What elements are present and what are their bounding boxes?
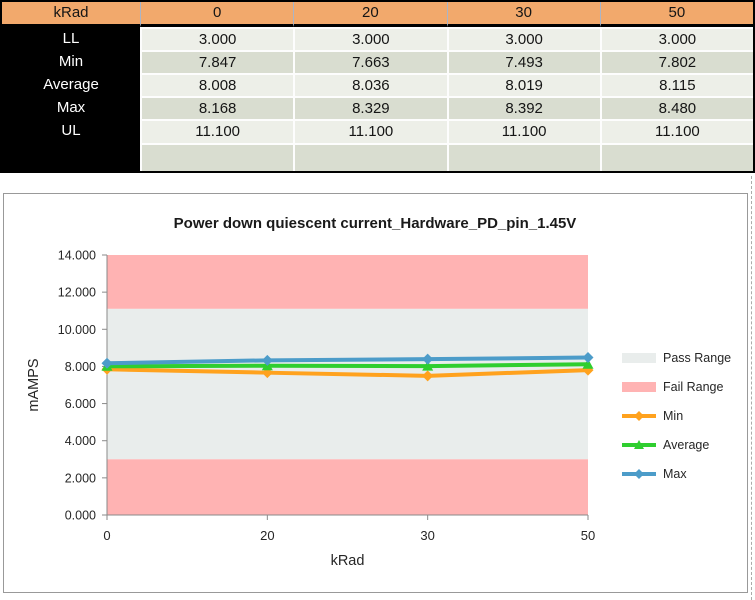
- max-marker-icon: [634, 469, 644, 479]
- legend-item-pass-range[interactable]: Pass Range: [622, 348, 731, 368]
- table-cell[interactable]: 3.000: [140, 27, 294, 50]
- table-cell[interactable]: 8.392: [446, 96, 600, 119]
- y-axis-title: mAMPS: [26, 358, 42, 411]
- max-series-marker[interactable]: [422, 353, 434, 365]
- table-header-cell[interactable]: 20: [293, 2, 447, 27]
- max-line-swatch: [622, 469, 656, 479]
- max-series-line[interactable]: [105, 355, 590, 366]
- pass-range-swatch: [622, 353, 656, 363]
- fail-range-band: [107, 459, 588, 515]
- legend-label: Max: [663, 467, 687, 481]
- average-line-swatch: [622, 440, 656, 450]
- y-tick-label: 6.000: [65, 397, 96, 411]
- min-series-line[interactable]: [105, 367, 590, 378]
- max-series-marker[interactable]: [582, 352, 594, 364]
- table-header-cell[interactable]: 0: [140, 2, 294, 27]
- row-label-cell[interactable]: [2, 143, 140, 171]
- y-tick-label: 12.000: [58, 286, 96, 300]
- table-cell[interactable]: [599, 143, 753, 171]
- legend-item-max[interactable]: Max: [622, 464, 731, 484]
- table-cell[interactable]: 8.115: [599, 73, 753, 96]
- max-series-marker[interactable]: [261, 354, 273, 366]
- table-cell[interactable]: 7.802: [599, 50, 753, 73]
- row-label-cell[interactable]: LL: [2, 27, 140, 50]
- fail-range-band: [107, 255, 588, 309]
- table-cell[interactable]: 11.100: [446, 119, 600, 143]
- table-cell[interactable]: 8.019: [446, 73, 600, 96]
- min-series-marker[interactable]: [422, 370, 434, 382]
- min-line-swatch: [622, 411, 656, 421]
- pass-range-band: [107, 308, 588, 460]
- table-cell[interactable]: 7.493: [446, 50, 600, 73]
- row-label-cell[interactable]: Min: [2, 50, 140, 73]
- table-cell[interactable]: 3.000: [446, 27, 600, 50]
- y-tick-label: 10.000: [58, 323, 96, 337]
- table-cell[interactable]: 8.008: [140, 73, 294, 96]
- legend-label: Fail Range: [663, 380, 724, 394]
- data-table: kRad 0 20 30 50 LL 3.000 3.000 3.000 3.000 Min 7.84…: [0, 0, 755, 173]
- row-label-cell[interactable]: UL: [2, 119, 140, 143]
- legend-item-min[interactable]: Min: [622, 406, 731, 426]
- legend-item-average[interactable]: Average: [622, 435, 731, 455]
- row-label-cell[interactable]: Average: [2, 73, 140, 96]
- table-cell[interactable]: 3.000: [293, 27, 447, 50]
- table-cell[interactable]: 8.036: [293, 73, 447, 96]
- y-tick-label: 14.000: [58, 249, 96, 263]
- table-cell[interactable]: [293, 143, 447, 171]
- table-header-corner-cell[interactable]: kRad: [2, 2, 140, 27]
- legend-item-fail-range[interactable]: Fail Range: [622, 377, 731, 397]
- table-cell[interactable]: 3.000: [599, 27, 753, 50]
- chart-canvas: 0.000 2.000 4.000 6.000 8.000 10.000 12.000 14.…: [26, 215, 595, 569]
- chart-title: Power down quiescent current_Hardware_PD…: [174, 215, 577, 232]
- chart-legend: Pass Range Fail Range Min Average Max: [622, 348, 731, 484]
- legend-label: Average: [663, 438, 710, 452]
- x-tick-label: 30: [420, 528, 434, 543]
- table-cell[interactable]: 7.847: [140, 50, 294, 73]
- table-cell[interactable]: 8.480: [599, 96, 753, 119]
- average-series-marker[interactable]: [582, 358, 594, 369]
- y-tick-label: 0.000: [65, 509, 96, 523]
- y-tick-label: 8.000: [65, 360, 96, 374]
- x-tick-label: 20: [260, 528, 274, 543]
- table-cell[interactable]: 8.168: [140, 96, 294, 119]
- table-cell[interactable]: 7.663: [293, 50, 447, 73]
- table-cell[interactable]: [446, 143, 600, 171]
- fail-range-swatch: [622, 382, 656, 392]
- table-cell[interactable]: [140, 143, 294, 171]
- table-header-cell[interactable]: 30: [446, 2, 600, 27]
- table-cell[interactable]: 8.329: [293, 96, 447, 119]
- chart[interactable]: 0.000 2.000 4.000 6.000 8.000 10.000 12.000 14.…: [3, 193, 748, 593]
- min-marker-icon: [634, 411, 644, 421]
- x-axis-title: kRad: [331, 553, 365, 569]
- page-break-dashed-line: [751, 176, 752, 600]
- max-series-marker[interactable]: [101, 357, 113, 369]
- table-cell[interactable]: 11.100: [293, 119, 447, 143]
- legend-label: Pass Range: [663, 351, 732, 365]
- average-series-line[interactable]: [105, 362, 590, 369]
- min-series-marker[interactable]: [261, 367, 273, 379]
- table-header-cell[interactable]: 50: [599, 2, 753, 27]
- x-tick-label: 50: [581, 528, 595, 543]
- table-cell[interactable]: 11.100: [599, 119, 753, 143]
- x-tick-label: 0: [103, 528, 110, 543]
- y-tick-label: 4.000: [65, 434, 96, 448]
- row-label-cell[interactable]: Max: [2, 96, 140, 119]
- legend-label: Min: [663, 409, 684, 423]
- y-tick-label: 2.000: [65, 471, 96, 485]
- table-cell[interactable]: 11.100: [140, 119, 294, 143]
- average-marker-icon: [634, 440, 644, 450]
- average-series-marker[interactable]: [422, 360, 434, 371]
